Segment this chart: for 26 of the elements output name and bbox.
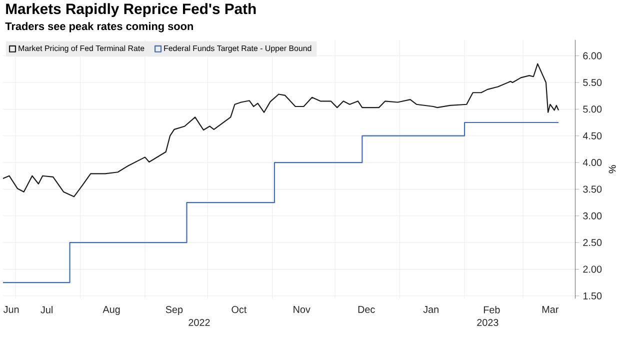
- x-tick-label: Aug: [102, 306, 120, 315]
- y-tick-label: 1.50: [583, 292, 602, 300]
- x-tick-label: Sep: [166, 306, 183, 315]
- x-tick-label: Mar: [542, 306, 559, 313]
- x-tick-label: Jan: [423, 306, 438, 313]
- y-tick-label: 6.00: [583, 52, 602, 60]
- y-tick-label: 4.50: [582, 132, 602, 140]
- y-tick-label: 3.00: [583, 212, 602, 220]
- y-tick-label: 4.00: [582, 158, 602, 166]
- chart-title: Markets Rapidly Reprice Fed's Path: [6, 3, 256, 17]
- y-tick-label: 5.50: [583, 78, 602, 86]
- y-tick-label: 2.00: [583, 266, 602, 273]
- y-tick-label: 3.50: [583, 186, 602, 193]
- text: 2023: [477, 318, 498, 326]
- chart-subtitle: Traders see peak rates coming soon: [5, 22, 193, 32]
- y-tick-label: 5.00: [583, 105, 602, 113]
- x-tick-label: Oct: [232, 306, 247, 313]
- x-tick-label: Feb: [484, 306, 500, 314]
- x-tick-label: Jul: [40, 306, 52, 314]
- y-axis-title: %: [608, 164, 616, 174]
- x-tick-label: Jun: [3, 306, 19, 313]
- y-tick-label: 2.50: [583, 238, 602, 246]
- text: 2022: [188, 318, 210, 326]
- line-series: [2, 63, 560, 198]
- x-tick-label: Nov: [294, 306, 310, 313]
- x-tick-label: Dec: [358, 306, 375, 313]
